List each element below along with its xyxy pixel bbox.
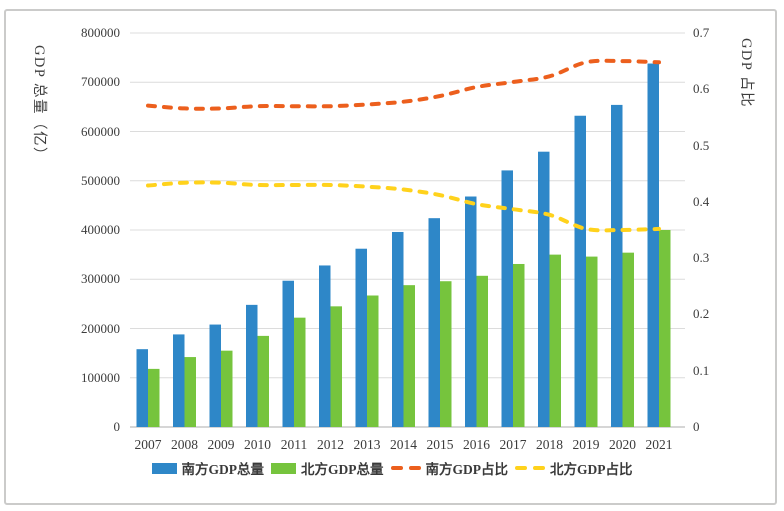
bar-north-gdp (513, 263, 525, 427)
bar-south-gdp (538, 151, 550, 427)
bar-south-gdp (282, 280, 294, 427)
right-axis-tick: 0.7 (693, 25, 710, 40)
bar-south-gdp (173, 334, 185, 427)
bar-north-gdp (622, 252, 634, 427)
left-axis-tick: 200000 (81, 320, 120, 336)
legend-item: 北方GDP占比 (515, 458, 633, 478)
bar-north-gdp (221, 350, 233, 427)
bar-north-gdp (476, 275, 488, 427)
right-axis-title: GDP 占比 (738, 37, 754, 109)
left-axis-tick: 100000 (81, 369, 120, 385)
right-axis-tick: 0.6 (693, 81, 710, 97)
bar-north-gdp (403, 285, 415, 427)
bar-north-gdp (184, 357, 196, 427)
bar-north-gdp (549, 254, 561, 427)
legend-bar-swatch (151, 462, 177, 474)
bar-south-gdp (355, 248, 367, 427)
line-south-gdp-share (146, 58, 661, 111)
right-axis-tick: 0.5 (693, 137, 710, 153)
dash-segment (408, 465, 421, 471)
left-axis-tick: 500000 (81, 172, 120, 188)
bar-north-gdp (586, 256, 598, 427)
left-axis-tick: 0 (113, 419, 121, 434)
x-axis-label: 2016 (463, 437, 490, 452)
x-axis-label: 2007 (134, 437, 162, 452)
legend-label: 南方GDP占比 (425, 462, 509, 477)
dash-segment (515, 465, 527, 471)
bar-south-gdp (501, 170, 513, 427)
left-axis-title: GDP 总量（亿） (31, 44, 47, 164)
right-axis-tick: 0 (693, 419, 700, 434)
bar-south-gdp (428, 218, 440, 427)
bar-north-gdp (148, 368, 160, 427)
legend-bar-swatch (271, 462, 296, 474)
legend-dash-swatch (390, 465, 421, 471)
x-axis-label: 2009 (207, 437, 235, 452)
x-axis-label: 2008 (171, 437, 198, 452)
right-axis-tick: 0.1 (693, 362, 710, 378)
bar-north-gdp (367, 295, 379, 427)
bar-south-gdp (246, 304, 258, 427)
bar-north-gdp (440, 281, 452, 427)
bar-south-gdp (647, 63, 659, 427)
legend-label: 南方GDP总量 (181, 462, 265, 477)
legend-dash-swatch (515, 465, 545, 471)
right-axis-tick: 0.3 (693, 250, 710, 266)
left-axis-tick: 400000 (81, 222, 120, 237)
bar-north-gdp (659, 230, 671, 427)
legend-item: 南方GDP总量 (151, 458, 265, 478)
x-axis-label: 2017 (499, 437, 527, 452)
dash-segment (533, 465, 545, 471)
legend-label: 北方GDP总量 (301, 462, 384, 477)
bar-south-gdp (465, 196, 477, 427)
dash-segment (390, 465, 403, 471)
chart-legend: 南方GDP总量 北方GDP总量 南方GDP占比 北方GDP占比 (2, 458, 782, 478)
bar-south-gdp (136, 349, 148, 427)
right-axis-tick: 0.2 (693, 306, 710, 322)
x-axis-label: 2013 (353, 437, 381, 452)
x-axis-label: 2015 (426, 437, 454, 452)
legend-item: 南方GDP占比 (390, 458, 509, 478)
bar-south-gdp (392, 231, 404, 427)
legend-label: 北方GDP占比 (550, 462, 633, 477)
x-axis-label: 2014 (390, 437, 417, 452)
x-axis-label: 2018 (536, 437, 563, 452)
bar-south-gdp (319, 265, 331, 427)
bar-north-gdp (257, 335, 269, 427)
x-axis-label: 2010 (244, 437, 271, 452)
bar-north-gdp (294, 317, 306, 427)
left-axis-tick: 700000 (81, 74, 120, 90)
left-axis-tick: 600000 (81, 123, 120, 139)
left-axis-tick: 800000 (81, 25, 120, 40)
line-north-gdp-share (146, 180, 661, 233)
bar-north-gdp (330, 306, 342, 427)
x-axis-label: 2012 (317, 437, 344, 452)
x-axis-label: 2021 (645, 437, 673, 452)
x-axis-label: 2011 (280, 437, 308, 452)
bar-south-gdp (611, 104, 623, 427)
right-axis-tick: 0.4 (693, 193, 710, 209)
chart-border (4, 9, 777, 505)
bar-south-gdp (209, 324, 221, 427)
bar-south-gdp (574, 115, 586, 428)
left-axis-tick: 300000 (81, 271, 120, 287)
x-axis-label: 2020 (609, 437, 636, 452)
legend-item: 北方GDP总量 (271, 458, 384, 478)
x-axis-label: 2019 (572, 437, 600, 452)
